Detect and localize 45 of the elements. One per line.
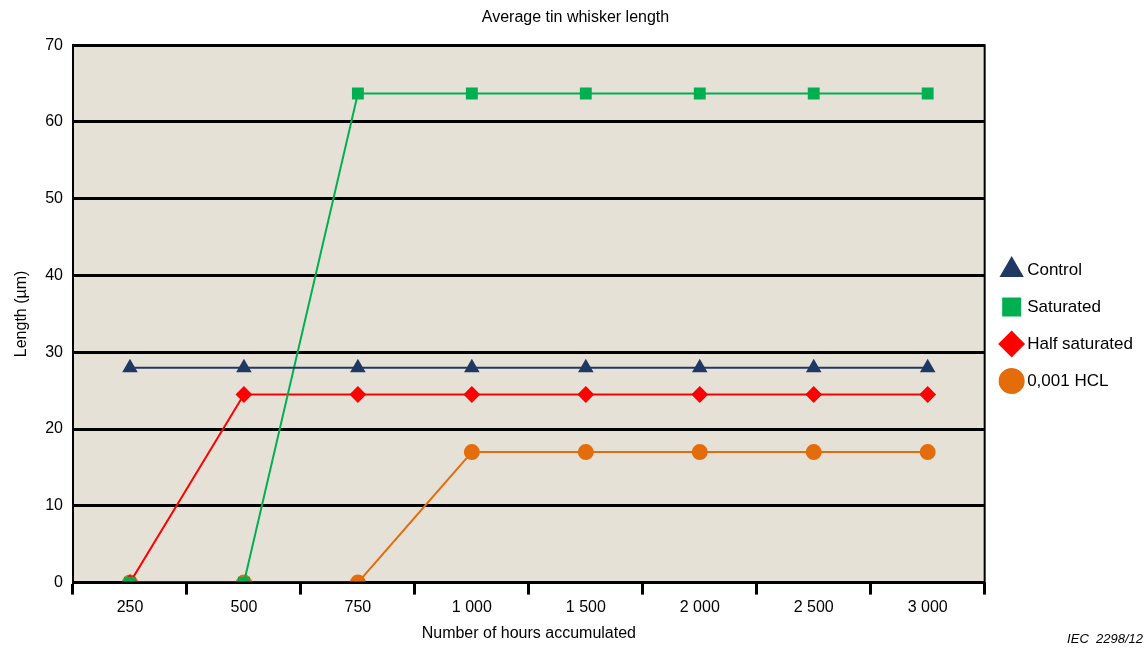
y-tick-label: 60: [45, 112, 64, 130]
point: [919, 386, 936, 403]
x-tick-label: 3 000: [907, 597, 948, 615]
y-tick-label: 0: [54, 573, 64, 591]
x-tick-label: 250: [116, 597, 144, 615]
y-tick-label: 10: [45, 496, 64, 514]
legend-label: Control: [1027, 259, 1082, 279]
point: [350, 359, 365, 373]
point: [693, 87, 706, 100]
point: [806, 359, 821, 373]
y-tick-label: 20: [45, 419, 64, 437]
point: [465, 87, 478, 100]
point: [349, 386, 366, 403]
y-tick-label: 50: [45, 189, 64, 207]
y-tick-label: 70: [45, 35, 64, 53]
x-tick-label: 2 000: [679, 597, 720, 615]
point: [464, 359, 479, 373]
point: [235, 386, 252, 403]
legend-label: Saturated: [1027, 296, 1101, 316]
point: [579, 87, 592, 100]
point: [920, 359, 935, 373]
point: [122, 359, 138, 373]
x-tick-label: 1 500: [565, 597, 606, 615]
point: [692, 359, 707, 373]
x-tick-label: 1 000: [451, 597, 492, 615]
point: [463, 386, 480, 403]
x-tick-label: 2 500: [793, 597, 834, 615]
y-tick-label: 40: [45, 265, 64, 283]
legend-label: Half saturated: [1027, 333, 1134, 353]
point: [578, 359, 593, 373]
point: [921, 87, 934, 100]
x-tick-label: 500: [230, 597, 258, 615]
point: [577, 386, 594, 403]
x-axis-title: Number of hours accumulated: [421, 623, 636, 641]
chart-title: Average tin whisker length: [481, 8, 670, 26]
point: [351, 87, 364, 100]
point: [236, 359, 251, 373]
point: [691, 386, 708, 403]
y-axis-title: Length (µm): [12, 270, 30, 358]
y-tick-label: 30: [45, 342, 64, 360]
legend-label: 0,001 HCL: [1027, 370, 1109, 390]
text: IEC 2298/12: [1067, 631, 1144, 646]
point: [805, 386, 822, 403]
x-tick-label: 750: [344, 597, 372, 615]
point: [807, 87, 820, 100]
